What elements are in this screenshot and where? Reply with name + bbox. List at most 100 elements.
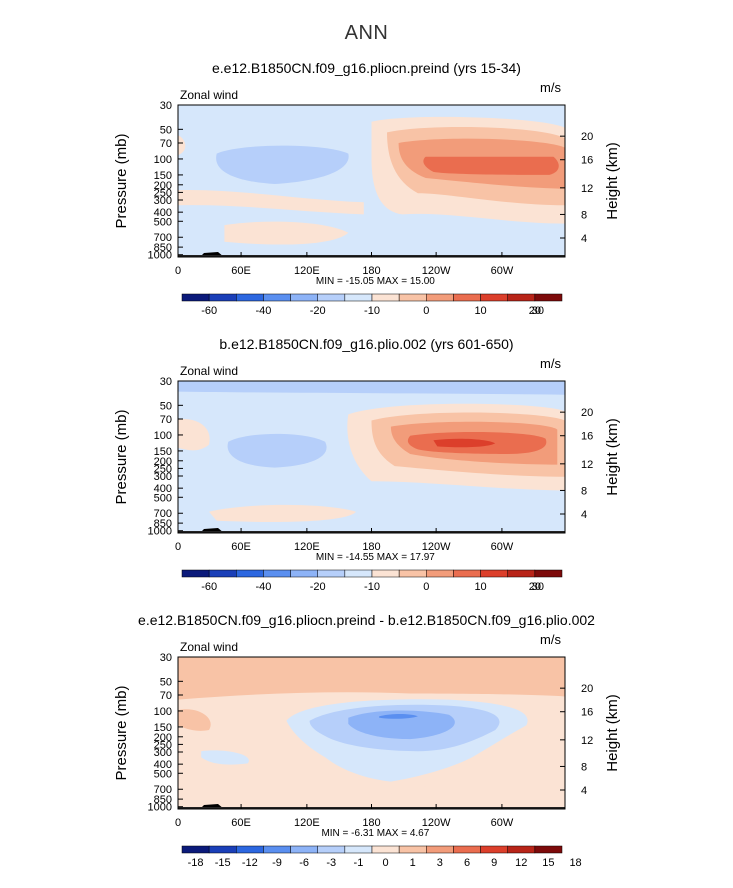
- colorbar-label: -10: [364, 305, 380, 317]
- pressure-tick-label: 100: [154, 430, 172, 442]
- plot-area: [177, 656, 566, 810]
- x-tick-label: 60W: [491, 541, 514, 553]
- pressure-tick-label: 250: [154, 187, 172, 199]
- pressure-tick-label: 50: [160, 124, 172, 136]
- contour-region: [227, 433, 327, 468]
- colorbar-box: [371, 845, 400, 854]
- contour-fills: [178, 657, 565, 809]
- height-tick-label: 8: [581, 209, 587, 221]
- height-tick-label: 4: [581, 233, 587, 245]
- y-axis-right-label: Height (km): [604, 694, 621, 772]
- y-axis-right-label: Height (km): [604, 418, 621, 496]
- contour-region: [379, 713, 418, 719]
- pressure-tick-label: 400: [154, 483, 172, 495]
- colorbar-label: -3: [326, 857, 336, 869]
- height-tick-label: 20: [581, 407, 593, 419]
- x-tick-label: 120E: [294, 541, 320, 553]
- pressure-tick-label: 1000: [148, 250, 172, 262]
- x-tick-label: 60E: [231, 541, 251, 553]
- y-axis-right-label: Height (km): [604, 142, 621, 220]
- pressure-tick-label: 500: [154, 216, 172, 228]
- pressure-tick-label: 200: [154, 456, 172, 468]
- colorbar-label: 0: [423, 305, 429, 317]
- colorbar-label: 10: [474, 305, 486, 317]
- pressure-tick-label: 70: [160, 414, 172, 426]
- colorbar-box: [534, 569, 563, 578]
- pressure-tick-label: 300: [154, 471, 172, 483]
- x-tick-label: 120E: [294, 265, 320, 277]
- colorbar-label: -18: [188, 857, 204, 869]
- x-tick-label: 60E: [231, 265, 251, 277]
- pressure-tick-label: 100: [154, 154, 172, 166]
- colorbar-label: 12: [515, 857, 527, 869]
- x-tick-label: 120W: [422, 817, 451, 829]
- panel-3-title: e.e12.B1850CN.f09_g16.pliocn.preind - b.…: [138, 612, 595, 628]
- contour-region: [390, 786, 449, 796]
- units-string: m/s: [540, 632, 561, 647]
- colorbar-label: 9: [491, 857, 497, 869]
- x-tick-label: 180: [362, 541, 380, 553]
- height-tick-label: 20: [581, 683, 593, 695]
- colorbar-box: [534, 293, 563, 302]
- pressure-tick-label: 850: [154, 794, 172, 806]
- y-axis-label: Pressure (mb): [113, 685, 130, 780]
- pressure-tick-label: 30: [160, 652, 172, 664]
- colorbar-label: 15: [542, 857, 554, 869]
- y-axis-label: Pressure (mb): [113, 409, 130, 504]
- contour-region: [178, 709, 211, 731]
- pressure-tick-label: 70: [160, 690, 172, 702]
- colorbar-label: 0: [423, 581, 429, 593]
- pressure-tick-label: 70: [160, 138, 172, 150]
- colorbar-box: [426, 845, 454, 854]
- colorbar-box: [208, 845, 237, 854]
- colorbar-label: 20: [529, 305, 541, 317]
- height-tick-label: 16: [581, 431, 593, 443]
- colorbar-label: 0: [383, 857, 389, 869]
- colorbar-box: [236, 845, 264, 854]
- height-tick-label: 16: [581, 155, 593, 167]
- contour-region: [178, 381, 565, 395]
- colorbar-label: -15: [215, 857, 231, 869]
- contour-region: [178, 189, 364, 215]
- left-string: Zonal wind: [180, 88, 238, 102]
- contour-region: [201, 750, 249, 765]
- colorbar-box: [480, 845, 508, 854]
- x-tick-label: 60W: [491, 265, 514, 277]
- colorbar-label: -40: [255, 305, 271, 317]
- units-string: m/s: [540, 80, 561, 95]
- colorbar-box: [317, 845, 346, 854]
- pressure-tick-label: 300: [154, 747, 172, 759]
- pressure-tick-label: 250: [154, 739, 172, 751]
- pressure-tick-label: 700: [154, 508, 172, 520]
- pressure-tick-label: 400: [154, 207, 172, 219]
- panel-2-title: b.e12.B1850CN.f09_g16.plio.002 (yrs 601-…: [219, 336, 514, 352]
- x-tick-label: 180: [362, 265, 380, 277]
- x-tick-label: 180: [362, 817, 380, 829]
- colorbar-box: [181, 845, 210, 854]
- pressure-tick-label: 1000: [148, 526, 172, 538]
- contour-region: [423, 156, 559, 175]
- pressure-tick-label: 50: [160, 676, 172, 688]
- height-tick-label: 12: [581, 183, 593, 195]
- colorbar-box: [534, 845, 563, 854]
- contour-fills: [178, 105, 565, 257]
- colorbar-label: 3: [437, 857, 443, 869]
- pressure-tick-label: 250: [154, 463, 172, 475]
- pressure-tick-label: 200: [154, 180, 172, 192]
- pressure-tick-label: 100: [154, 706, 172, 718]
- pressure-tick-label: 700: [154, 784, 172, 796]
- pressure-tick-label: 850: [154, 242, 172, 254]
- colorbar-label: -9: [272, 857, 282, 869]
- pressure-tick-label: 500: [154, 492, 172, 504]
- colorbar-label: 10: [474, 581, 486, 593]
- pressure-tick-label: 200: [154, 732, 172, 744]
- x-tick-label: 60W: [491, 817, 514, 829]
- colorbar-label: -60: [201, 581, 217, 593]
- left-string: Zonal wind: [180, 364, 238, 378]
- colorbar-label: -1: [354, 857, 364, 869]
- colorbar-label: -20: [310, 581, 326, 593]
- height-tick-label: 4: [581, 785, 587, 797]
- pressure-tick-label: 30: [160, 376, 172, 388]
